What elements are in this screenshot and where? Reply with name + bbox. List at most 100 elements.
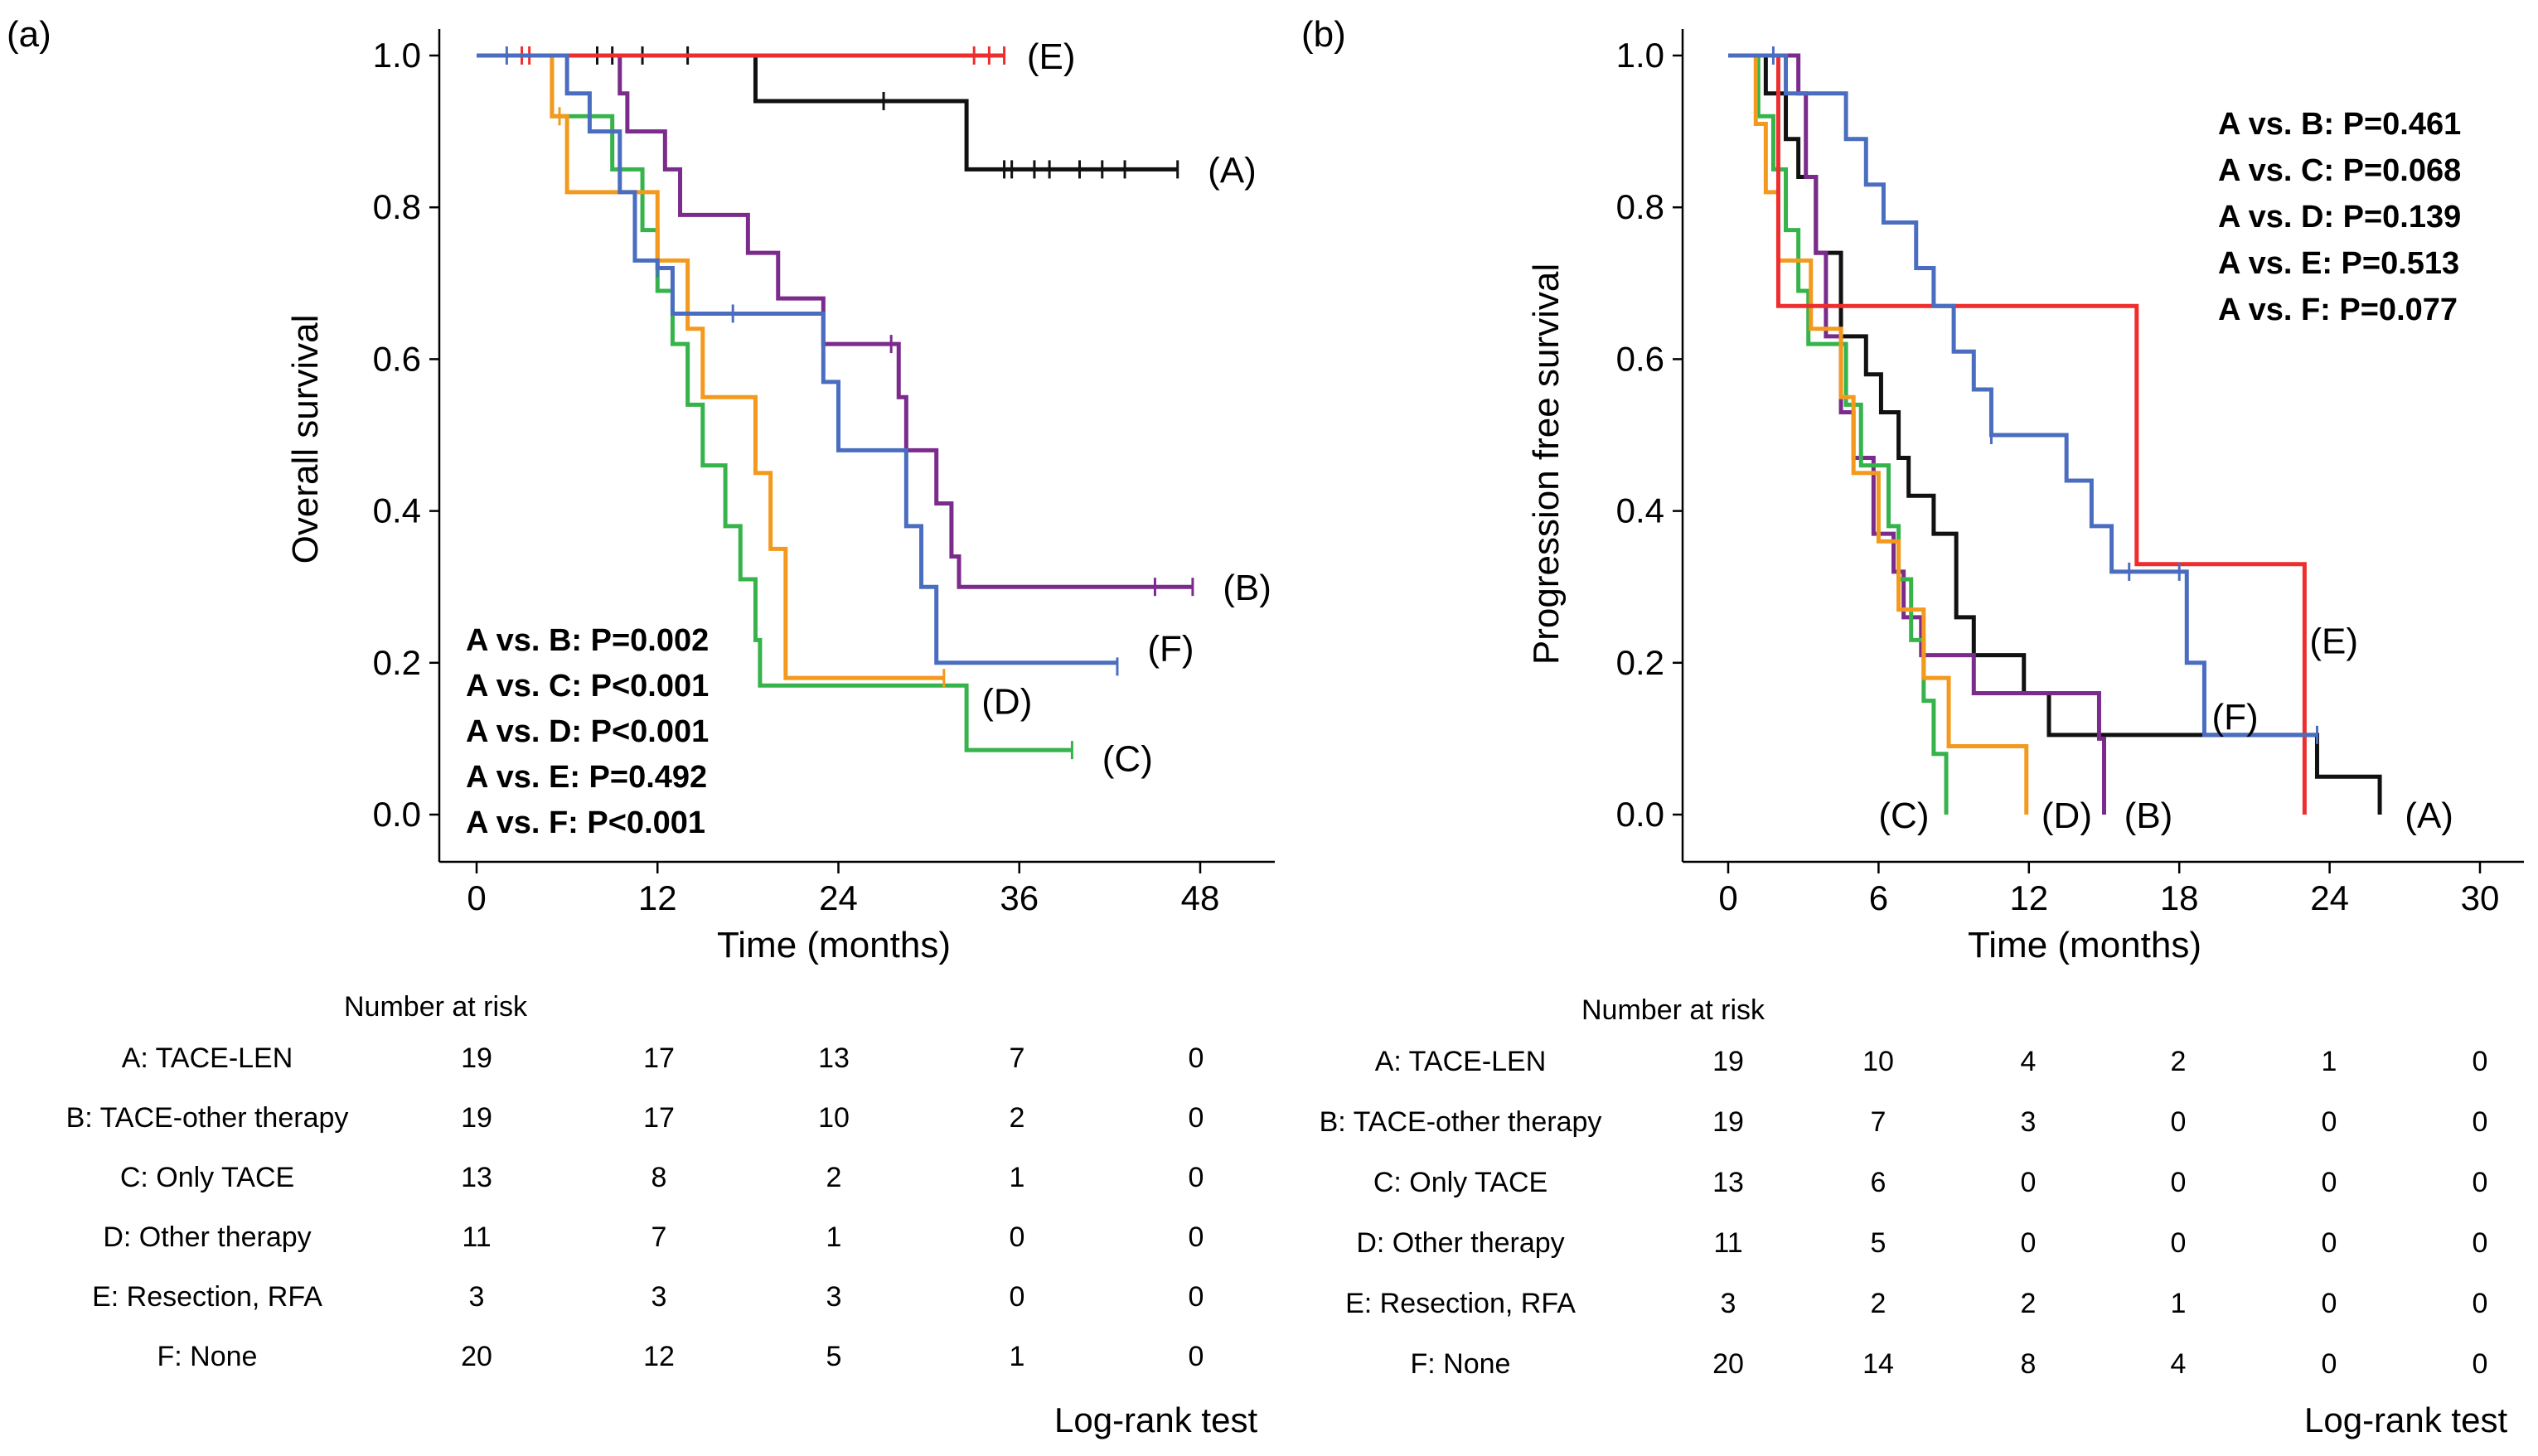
y-tick-label: 0.0 [1616,795,1664,834]
risk-value: 1 [2322,1046,2337,1077]
panel-b-ticks: 0.0 0.2 0.4 0.6 0.8 1.0 0 6 12 18 24 30 [1616,36,2500,917]
risk-value: 0 [2322,1288,2337,1319]
risk-value: 0 [2171,1227,2187,1259]
risk-value: 3 [651,1281,667,1313]
x-tick-label: 24 [819,878,858,917]
panel-a-series-labels: (A) (B) (C) (D) (E) (F) [981,36,1271,779]
risk-value: 5 [826,1341,842,1372]
y-tick-label: 0.6 [1616,339,1664,378]
y-tick-label: 0.2 [1616,643,1664,682]
km-curve-B [477,53,1193,589]
km-curve-F [1728,53,2318,738]
pvalue-text: A vs. E: P=0.492 [466,760,707,795]
series-label-C: (C) [1102,738,1153,779]
risk-table-header: Number at risk [1581,994,1765,1026]
risk-value: 0 [1189,1162,1204,1193]
risk-value: 2 [826,1162,842,1193]
series-label-F: (F) [2212,697,2259,738]
panel-b: (b) Progression free survival Time (mont… [1301,14,2524,1439]
risk-value: 4 [2171,1348,2187,1380]
panel-a-curves [477,46,1194,760]
km-curve-C [1728,53,1949,815]
risk-table-body: A: TACE-LEN 19 10 4 2 1 0B: TACE-other therapy… [1320,1046,2488,1380]
km-curve-C [477,53,1073,752]
risk-value: 2 [1871,1288,1887,1319]
risk-value: 17 [643,1102,675,1134]
risk-group-label: B: TACE-other therapy [66,1102,349,1134]
panel-b-pvalues: A vs. B: P=0.461 A vs. C: P=0.068 A vs. … [2218,107,2461,327]
risk-group-label: C: Only TACE [120,1162,294,1193]
risk-group-label: C: Only TACE [1373,1167,1548,1198]
risk-value: 3 [2021,1106,2037,1138]
x-tick-label: 48 [1181,878,1220,917]
risk-value: 19 [461,1042,492,1074]
km-curve-D [477,53,944,680]
risk-value: 7 [1871,1106,1887,1138]
panel-b-ylabel: Progression free survival [1526,264,1567,665]
risk-value: 2 [2171,1046,2187,1077]
risk-value: 0 [1189,1221,1204,1253]
risk-group-label: E: Resection, RFA [1345,1288,1576,1319]
series-label-A: (A) [2405,796,2453,836]
risk-value: 0 [2473,1227,2488,1259]
risk-value: 0 [2021,1167,2037,1198]
risk-value: 7 [1010,1042,1025,1074]
series-label-F: (F) [1147,628,1194,669]
risk-group-label: E: Resection, RFA [92,1281,322,1313]
km-curve-F [477,53,1117,665]
y-tick-label: 0.6 [373,339,421,378]
risk-group-label: D: Other therapy [103,1221,311,1253]
risk-value: 20 [1712,1348,1744,1380]
pvalue-text: A vs. D: P<0.001 [466,714,709,749]
risk-value: 17 [643,1042,675,1074]
risk-value: 19 [1712,1106,1744,1138]
pvalue-text: A vs. C: P<0.001 [466,669,709,704]
x-tick-label: 24 [2310,878,2349,917]
risk-value: 0 [2171,1106,2187,1138]
panel-a-label: (a) [7,14,51,55]
panel-a-pvalues: A vs. B: P=0.002 A vs. C: P<0.001 A vs. … [466,623,709,840]
risk-value: 0 [2322,1106,2337,1138]
y-tick-label: 0.8 [1616,187,1664,226]
risk-value: 12 [643,1341,675,1372]
logrank-footer: Log-rank test [1054,1400,1257,1439]
x-tick-label: 6 [1869,878,1888,917]
risk-value: 2 [2021,1288,2037,1319]
risk-value: 0 [2171,1167,2187,1198]
risk-value: 13 [461,1162,492,1193]
risk-value: 5 [1871,1227,1887,1259]
risk-group-label: F: None [157,1341,258,1372]
risk-value: 3 [826,1281,842,1313]
panel-b-risk-table: Number at risk A: TACE-LEN 19 10 4 2 1 0B: TAC… [1320,994,2508,1439]
series-label-D: (D) [981,682,1032,723]
risk-value: 8 [651,1162,667,1193]
risk-value: 0 [1189,1281,1204,1313]
x-tick-label: 12 [2009,878,2048,917]
risk-value: 11 [1713,1227,1742,1259]
risk-value: 0 [1189,1042,1204,1074]
x-tick-label: 0 [1718,878,1737,917]
y-tick-label: 0.2 [373,643,421,682]
risk-value: 19 [1712,1046,1744,1077]
x-tick-label: 30 [2461,878,2500,917]
km-curve-D [1728,53,2029,815]
risk-value: 0 [2473,1288,2488,1319]
pvalue-text: A vs. E: P=0.513 [2218,246,2459,281]
km-curve-B [1728,53,2106,815]
risk-value: 10 [1862,1046,1894,1077]
risk-value: 1 [826,1221,842,1253]
risk-value: 6 [1871,1167,1887,1198]
risk-value: 0 [2021,1227,2037,1259]
x-tick-label: 18 [2160,878,2199,917]
y-tick-label: 1.0 [373,36,421,75]
risk-value: 20 [461,1341,492,1372]
y-tick-label: 1.0 [1616,36,1664,75]
risk-table-body: A: TACE-LEN 19 17 13 7 0B: TACE-other therapy… [66,1042,1204,1372]
risk-value: 7 [651,1221,667,1253]
x-tick-label: 12 [638,878,677,917]
series-label-E: (E) [1027,36,1076,77]
risk-value: 0 [1010,1221,1025,1253]
risk-group-label: A: TACE-LEN [1375,1046,1547,1077]
panel-a-ylabel: Overall survival [285,315,326,564]
